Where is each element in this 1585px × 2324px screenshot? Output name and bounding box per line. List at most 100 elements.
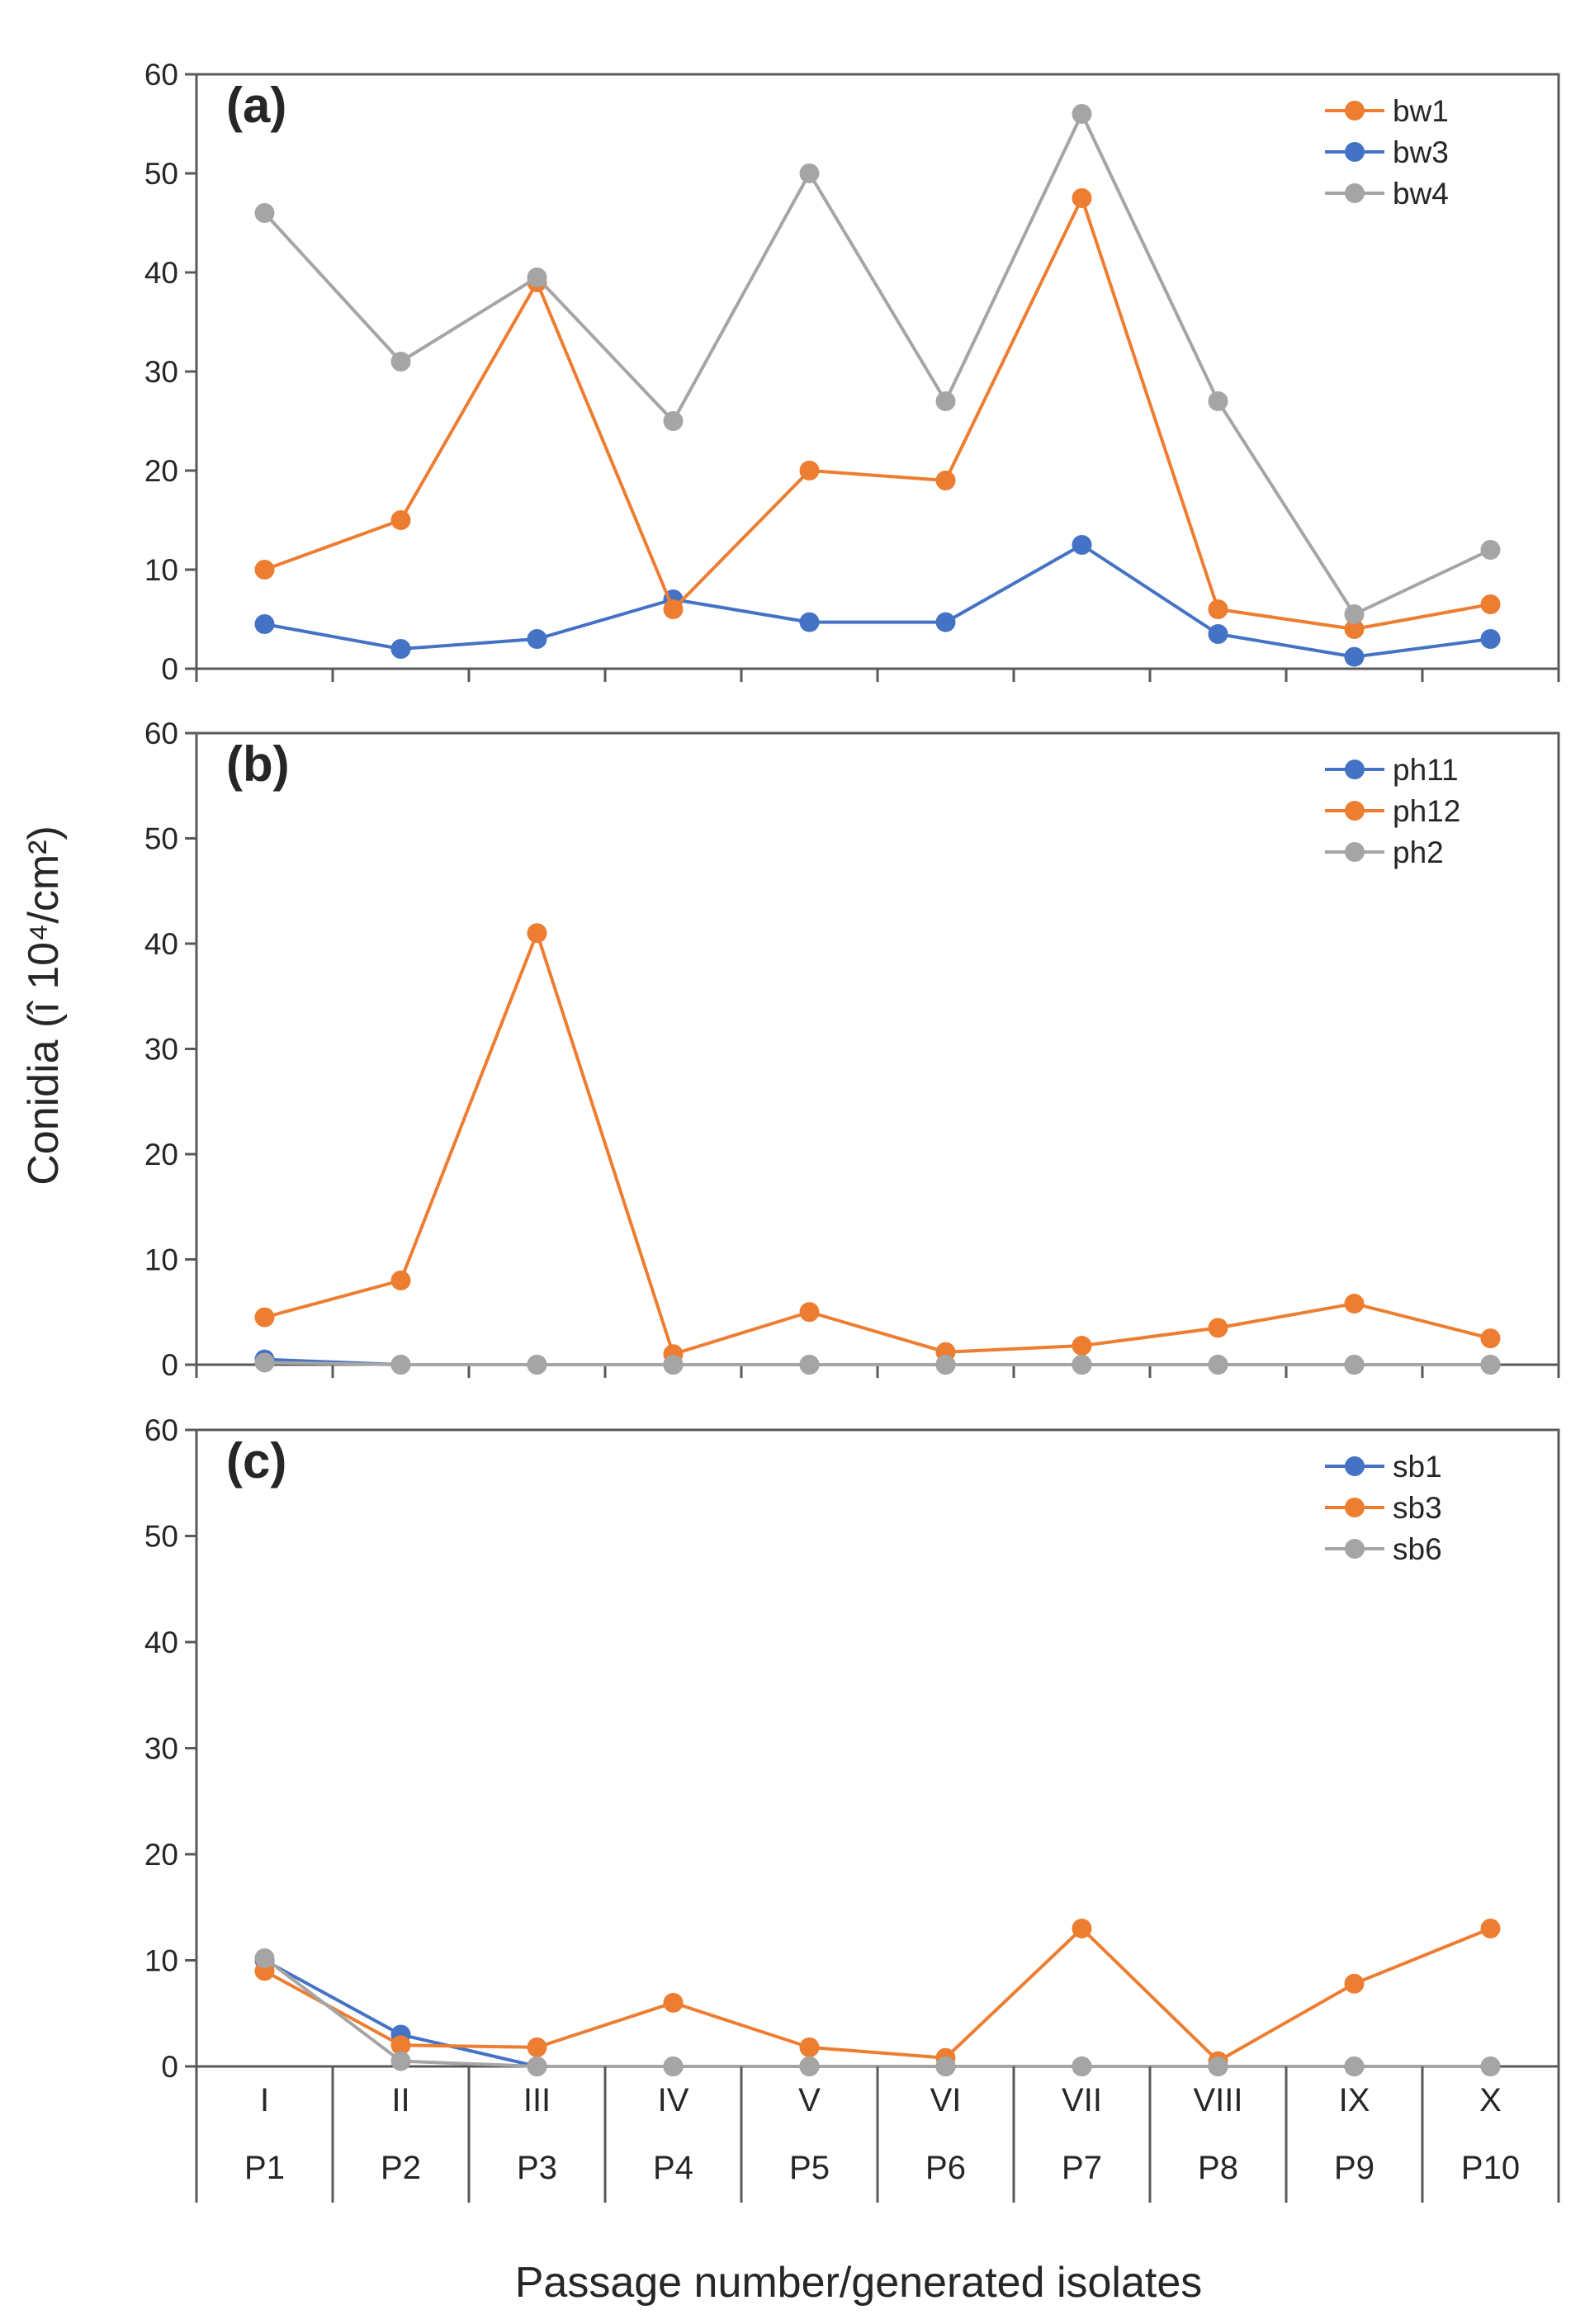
series-line-bw4	[263, 112, 1492, 616]
passage-label: P1	[244, 2150, 285, 2186]
category-label: II	[391, 2082, 409, 2118]
legend-entry-sb1: sb1	[1325, 1450, 1442, 1484]
data-point-bw3	[1208, 624, 1228, 644]
plot-frame	[195, 1428, 1560, 2068]
legend-marker	[1345, 1539, 1365, 1559]
data-point-ph12	[799, 1302, 820, 1323]
data-point-sb3	[527, 2037, 547, 2057]
data-point-bw3	[1344, 646, 1365, 667]
data-point-bw4	[1208, 391, 1228, 411]
data-point-sb6	[1344, 2057, 1365, 2076]
legend-marker	[1345, 801, 1365, 821]
data-point-sb3	[1480, 1918, 1501, 1938]
legend-entry-bw4: bw4	[1325, 177, 1449, 211]
x-axis-title: Passage number/generated isolates	[515, 2259, 1203, 2307]
legend-label: sb3	[1393, 1491, 1442, 1525]
data-point-sb6	[254, 1948, 275, 1968]
y-axis-title: Conidia (î 10⁴/cm²)	[20, 826, 68, 1186]
data-point-bw1	[799, 461, 820, 480]
data-point-sb3	[799, 2037, 820, 2057]
legend-label: sb1	[1393, 1450, 1442, 1484]
data-point-ph12	[1344, 1294, 1365, 1314]
y-tick-label: 50	[144, 1520, 178, 1554]
data-point-ph12	[1072, 1336, 1092, 1356]
data-point-ph2	[527, 1355, 547, 1375]
legend-label: ph11	[1393, 753, 1459, 787]
y-tick-label: 40	[144, 1626, 178, 1659]
passage-label: P6	[925, 2150, 966, 2186]
data-point-bw4	[935, 391, 956, 411]
panel-0: 0 10 20 30 40 50 60 (a) bw1 bw3 bw4	[144, 58, 1560, 686]
y-tick-label: 20	[144, 454, 178, 488]
series-bw1	[254, 188, 1501, 639]
category-label: VIII	[1193, 2082, 1242, 2118]
data-point-ph12	[390, 1271, 411, 1290]
data-point-ph2	[254, 1352, 275, 1373]
series-line-ph2	[264, 1361, 1491, 1366]
category-label: V	[798, 2082, 821, 2118]
data-point-sb3	[390, 2035, 411, 2056]
data-point-bw1	[1344, 619, 1365, 639]
data-point-ph2	[663, 1355, 684, 1375]
data-point-bw4	[1480, 540, 1501, 560]
data-point-ph2	[799, 1355, 820, 1375]
data-point-bw1	[935, 471, 956, 490]
passage-label: P9	[1334, 2150, 1374, 2186]
data-point-ph2	[1208, 1355, 1228, 1375]
data-point-ph12	[527, 923, 547, 944]
series-line-ph12	[263, 931, 1491, 1356]
y-tick-label: 20	[144, 1138, 178, 1171]
passage-label: P3	[517, 2150, 557, 2186]
data-point-sb6	[799, 2057, 820, 2076]
legend-marker	[1345, 142, 1365, 162]
data-point-sb3	[663, 1992, 684, 2013]
legend-marker	[1345, 842, 1365, 862]
data-point-ph2	[1072, 1355, 1092, 1375]
data-point-bw4	[390, 352, 411, 372]
data-point-bw4	[663, 411, 684, 431]
y-tick-label: 0	[161, 1348, 178, 1382]
passage-label: P5	[789, 2150, 830, 2186]
data-point-bw1	[1072, 188, 1092, 208]
legend-entry-bw3: bw3	[1325, 135, 1449, 169]
data-point-sb6	[663, 2057, 684, 2076]
passage-label: P7	[1062, 2150, 1102, 2186]
data-point-ph2	[1480, 1355, 1501, 1375]
category-label: IV	[658, 2082, 689, 2118]
y-tick-label: 30	[144, 355, 178, 389]
series-bw3	[254, 535, 1501, 667]
data-point-ph12	[1480, 1328, 1501, 1349]
y-tick-label: 10	[144, 1944, 178, 1978]
series-line-bw1	[263, 196, 1491, 631]
data-point-bw1	[1480, 594, 1501, 614]
series-sb1	[254, 1950, 1501, 2076]
legend-marker	[1345, 183, 1365, 203]
series-ph12	[254, 923, 1501, 1365]
y-tick-label: 10	[144, 553, 178, 587]
data-point-bw3	[799, 612, 820, 632]
y-tick-label: 0	[161, 2050, 178, 2084]
data-point-bw4	[527, 267, 547, 287]
data-point-bw4	[1072, 104, 1092, 124]
y-tick-label: 10	[144, 1243, 178, 1277]
legend-entry-sb3: sb3	[1325, 1491, 1442, 1525]
passage-label: P2	[381, 2150, 421, 2186]
data-point-bw3	[390, 639, 411, 659]
y-tick-label: 30	[144, 1033, 178, 1067]
y-tick-label: 60	[144, 1413, 178, 1447]
y-tick-label: 30	[144, 1732, 178, 1766]
y-tick-label: 60	[144, 58, 178, 92]
passage-label: P4	[653, 2150, 693, 2186]
series-bw4	[254, 104, 1501, 624]
legend-label: sb6	[1393, 1532, 1442, 1566]
category-table: I II III IV V VI VII VIII IX XP1 P2 P3 P4 P5 P6 P7 P8 P9 P…	[195, 2066, 1560, 2203]
data-point-bw4	[254, 203, 275, 223]
legend-label: bw1	[1393, 94, 1449, 128]
data-point-ph2	[935, 1355, 956, 1375]
data-point-bw1	[1208, 599, 1228, 619]
data-point-bw1	[254, 560, 275, 580]
y-tick-label: 40	[144, 256, 178, 290]
category-label: X	[1479, 2082, 1502, 2118]
plot-frame	[195, 731, 1560, 1366]
data-point-sb3	[1344, 1973, 1365, 1994]
